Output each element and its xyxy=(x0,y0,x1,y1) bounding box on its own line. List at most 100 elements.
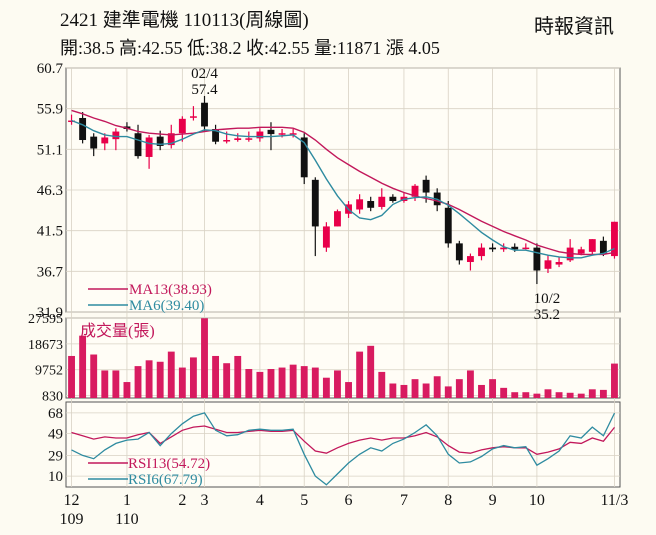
volume-bar xyxy=(533,393,541,398)
candle-down xyxy=(134,133,142,157)
volume-bar xyxy=(334,370,341,398)
candle-down xyxy=(79,117,87,141)
candle-down xyxy=(511,246,519,250)
volume-bar xyxy=(544,389,552,398)
candle-up xyxy=(245,138,253,140)
candle-up xyxy=(112,131,120,140)
rsi6-line xyxy=(71,412,616,486)
price-tick-label: 60.7 xyxy=(37,61,64,77)
candle-up xyxy=(411,185,419,197)
volume-bar xyxy=(134,366,142,398)
candle-down xyxy=(422,179,430,193)
candle-down xyxy=(267,129,275,135)
rsi-tick-label: 29 xyxy=(48,448,63,464)
volume-bar xyxy=(212,355,220,398)
month-label: 6 xyxy=(345,492,353,509)
volume-bar xyxy=(79,335,87,398)
candle-down xyxy=(367,201,375,208)
volume-bar xyxy=(267,369,275,398)
volume-bar xyxy=(433,376,441,398)
candle-down xyxy=(599,240,607,254)
month-label: 11/3 xyxy=(601,492,629,509)
price-tick-label: 55.9 xyxy=(37,102,63,118)
month-label: 7 xyxy=(400,492,408,509)
volume-bar xyxy=(322,377,330,398)
chart-title: 2421 建準電機 110113(周線圖) xyxy=(60,10,309,31)
volume-bar xyxy=(489,379,497,398)
volume-bar xyxy=(101,370,109,398)
volume-bar xyxy=(256,371,264,398)
volume-bar xyxy=(300,366,308,398)
rsi-panel xyxy=(65,401,621,488)
candle-up xyxy=(555,262,563,265)
candle-up xyxy=(223,140,231,142)
ma6-line xyxy=(71,119,615,259)
rsi-tick-label: 49 xyxy=(48,427,63,443)
volume-bar xyxy=(389,383,397,398)
volume-bar xyxy=(201,318,208,398)
rsi-tick-label: 68 xyxy=(48,406,63,422)
price-tick-label: 46.3 xyxy=(37,183,63,199)
candle-up xyxy=(322,226,330,248)
volume-bar xyxy=(223,363,231,398)
rsi-legend-label: RSI13(54.72) xyxy=(128,456,210,472)
volume-bar xyxy=(378,371,386,398)
price-tick-label: 51.1 xyxy=(37,142,63,158)
volume-bar xyxy=(156,361,164,398)
candle-down xyxy=(489,247,497,250)
legend-label: MA6(39.40) xyxy=(129,298,204,314)
candle-down xyxy=(444,207,452,244)
candle-up xyxy=(145,137,153,157)
volume-bar xyxy=(588,389,596,398)
candle-down xyxy=(311,179,319,227)
volume-bar xyxy=(411,379,419,398)
volume-bar xyxy=(444,386,452,398)
candle-up xyxy=(101,137,109,144)
month-label: 5 xyxy=(300,492,308,509)
rsi-tick-label: 10 xyxy=(48,469,63,485)
candle-up xyxy=(334,211,341,227)
volume-bar xyxy=(234,355,242,398)
month-label: 3 xyxy=(201,492,209,509)
candle-up xyxy=(466,256,474,263)
volume-bar xyxy=(167,351,175,398)
volume-bar xyxy=(422,383,430,398)
month-label: 10 xyxy=(529,492,545,509)
legend-label: MA13(38.93) xyxy=(129,282,212,298)
volume-tick-label: 18673 xyxy=(28,338,63,353)
candle-down xyxy=(300,137,308,178)
candle-up xyxy=(256,131,264,139)
candle-up xyxy=(178,118,186,134)
volume-bar xyxy=(245,369,253,398)
volume-bar xyxy=(90,354,98,398)
volume-tick-label: 830 xyxy=(42,390,63,405)
volume-bar xyxy=(345,382,352,398)
month-label: 2 xyxy=(178,492,186,509)
volume-bar xyxy=(500,387,508,398)
volume-bar xyxy=(555,392,563,398)
ohlc-summary: 開:38.5 高:42.55 低:38.2 收:42.55 量:11871 漲 … xyxy=(60,38,440,58)
volume-bar xyxy=(466,370,474,398)
volume-bar xyxy=(189,357,197,398)
volume-bar xyxy=(112,370,120,398)
volume-bar xyxy=(455,379,463,398)
month-label: 4 xyxy=(256,492,264,509)
year-label: 110 xyxy=(115,511,138,528)
volume-tick-label: 9752 xyxy=(35,364,63,379)
rsi-legend-label: RSI6(67.79) xyxy=(128,472,203,488)
price-tick-label: 36.7 xyxy=(37,264,64,280)
candle-down xyxy=(212,129,220,142)
month-label: 9 xyxy=(489,492,497,509)
candle-up xyxy=(577,249,585,254)
volume-title: 成交量(張) xyxy=(80,322,155,340)
candle-up xyxy=(356,199,364,210)
volume-bar xyxy=(478,384,485,398)
volume-bar xyxy=(566,392,574,398)
volume-bar xyxy=(178,367,186,398)
volume-bar xyxy=(577,393,585,398)
candle-up xyxy=(189,116,197,118)
candle-up xyxy=(167,133,175,146)
price-tick-label: 31.9 xyxy=(37,305,63,321)
